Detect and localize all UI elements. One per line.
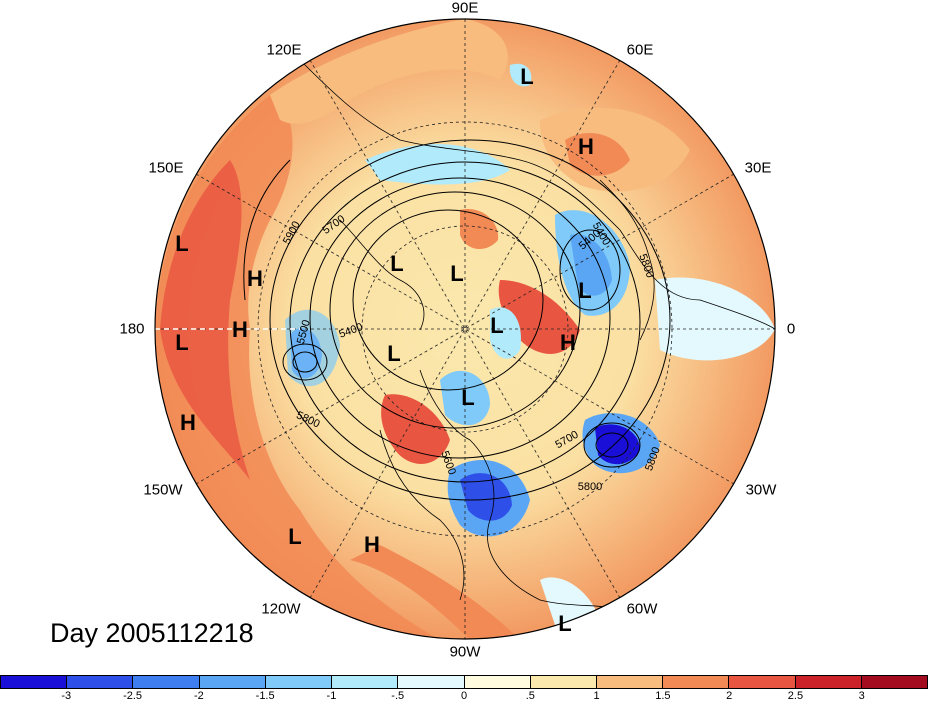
low-center-marker: L: [288, 524, 301, 549]
colorbar-swatch: [67, 676, 134, 688]
high-center-marker: H: [560, 330, 576, 355]
colorbar-swatch: [729, 676, 796, 688]
colorbar-swatch: [332, 676, 399, 688]
contour-label: 5800: [578, 481, 602, 493]
colorbar-ticks: -3 -2.5 -2 -1.5 -1 -.5 0 .5 1 1.5 2 2.5 3: [0, 690, 928, 702]
colorbar-tick-label: 1.5: [655, 690, 671, 702]
longitude-label-30e: 30E: [744, 159, 772, 177]
colorbar-tick-label: .5: [525, 690, 535, 702]
colorbar-swatch: [265, 676, 333, 688]
height-contours: [243, 139, 671, 501]
colorbar-swatch: [1, 676, 68, 688]
colorbar-swatch: [596, 676, 664, 688]
longitude-label-30w: 30W: [745, 481, 777, 499]
colorbar-swatch: [861, 676, 928, 688]
high-center-marker: H: [578, 134, 594, 159]
low-center-marker: L: [578, 278, 591, 303]
colorbar-tick-label: -1: [326, 690, 337, 702]
colorbar-tick-label: -3: [61, 690, 72, 702]
low-center-marker: L: [450, 261, 463, 286]
high-center-marker: H: [180, 410, 196, 435]
colorbar-tick-label: -2: [193, 690, 204, 702]
colorbar-tick-label: 2: [726, 690, 733, 702]
colorbar-swatch: [530, 676, 597, 688]
low-center-marker: L: [558, 611, 571, 636]
colorbar-swatch: [199, 676, 266, 688]
colorbar-tick-label: -1.5: [255, 690, 275, 702]
longitude-label-0: 0: [786, 320, 796, 338]
colorbar-tick-label: 1: [593, 690, 600, 702]
map-boundary: [154, 18, 776, 640]
colorbar-swatch: [663, 676, 730, 688]
longitude-label-120w: 120W: [261, 600, 301, 618]
colorbar-tick-label: 3: [858, 690, 865, 702]
colorbar-tick-label: 0: [460, 690, 468, 702]
longitude-label-150e: 150E: [148, 159, 184, 177]
day-title: Day 2005112218: [50, 618, 254, 648]
low-center-marker: L: [390, 251, 403, 276]
longitude-label-60e: 60E: [626, 41, 654, 59]
low-center-marker: L: [490, 313, 503, 338]
colorbar-swatch: [398, 676, 465, 688]
low-center-marker: L: [520, 64, 533, 89]
longitude-label-150w: 150W: [143, 481, 183, 499]
colorbar-swatch: [133, 676, 200, 688]
colorbar-swatch: [795, 676, 862, 688]
low-center-marker: L: [461, 385, 474, 410]
pressure-centers: L H L H H L L H L L L L L L H L H L: [175, 64, 594, 636]
longitude-label-60w: 60W: [626, 600, 658, 618]
high-center-marker: H: [247, 266, 263, 291]
longitude-label-90w: 90W: [449, 643, 481, 661]
low-center-marker: L: [175, 231, 188, 256]
high-center-marker: H: [364, 532, 380, 557]
colorbar-swatch: [464, 676, 531, 688]
colorbar-tick-label: -2.5: [123, 690, 143, 702]
colorbar: [0, 675, 928, 689]
longitude-label-180: 180: [119, 320, 145, 338]
low-center-marker: L: [175, 330, 188, 355]
longitude-label-120e: 120E: [266, 41, 302, 59]
longitude-label-90e: 90E: [451, 0, 479, 17]
colorbar-tick-label: -.5: [391, 690, 405, 702]
high-center-marker: H: [232, 317, 248, 342]
colorbar-tick-label: 2.5: [787, 690, 804, 702]
low-center-marker: L: [387, 341, 400, 366]
